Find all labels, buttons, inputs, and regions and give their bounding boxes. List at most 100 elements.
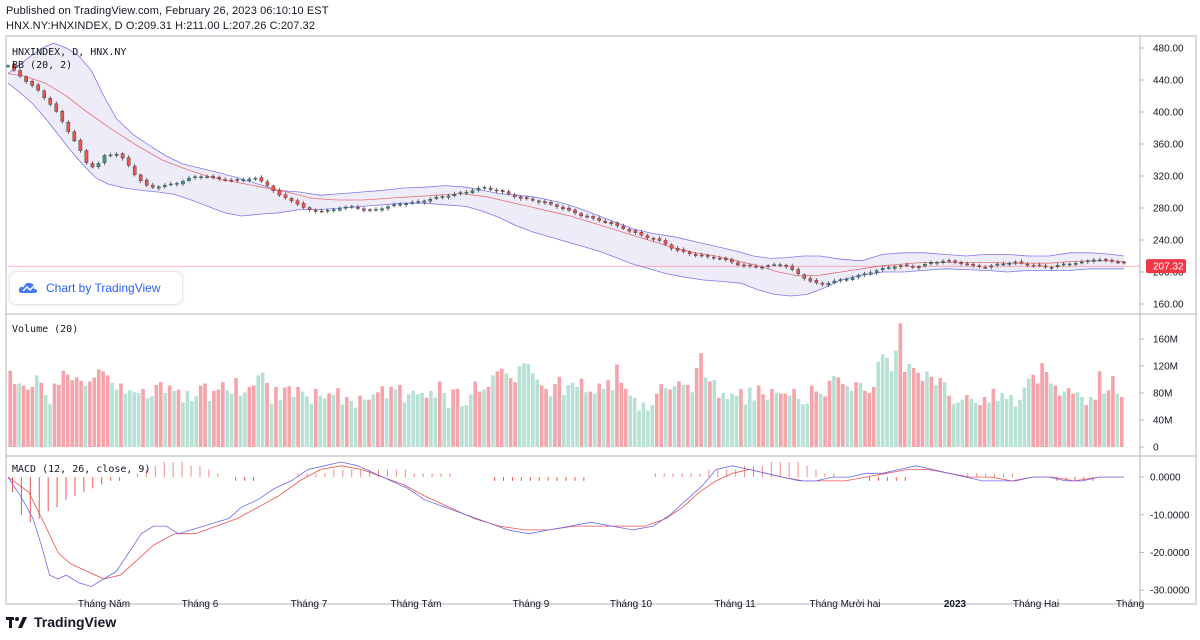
candle	[657, 236, 662, 243]
volume-bar	[699, 353, 703, 447]
candle-body	[844, 279, 849, 281]
volume-bar	[522, 363, 526, 447]
volume-bar	[823, 396, 827, 447]
volume-bar	[424, 397, 429, 447]
volume-bar	[517, 365, 522, 447]
volume-bar	[282, 387, 287, 447]
volume-bar	[145, 398, 150, 447]
volume-bar	[730, 393, 734, 447]
candle	[814, 278, 819, 285]
candle-body	[651, 237, 656, 240]
candle-body	[1110, 259, 1114, 262]
candle	[561, 204, 565, 211]
tradingview-watermark[interactable]: Chart by TradingView	[10, 272, 182, 304]
candle-body	[90, 163, 95, 168]
candle-body	[368, 209, 372, 211]
volume-bar	[1040, 363, 1044, 447]
candle-body	[681, 249, 686, 252]
volume-bar	[623, 388, 628, 447]
volume-bar	[894, 350, 898, 447]
candle-body	[416, 201, 421, 203]
volume-bar	[482, 389, 486, 447]
candle	[808, 276, 813, 283]
volume-bar	[167, 385, 172, 447]
candle-body	[199, 176, 203, 178]
candle-body	[905, 264, 909, 267]
volume-bar	[739, 388, 743, 447]
candle	[30, 79, 34, 88]
volume-bar	[765, 399, 770, 447]
volume-bar	[1106, 390, 1111, 447]
footer-brand[interactable]: TradingView	[6, 614, 116, 630]
volume-bar	[632, 397, 637, 447]
candle	[699, 252, 704, 258]
candle-body	[615, 222, 620, 226]
volume-bar	[446, 407, 451, 447]
volume-bar	[367, 399, 371, 447]
candle-body	[1116, 261, 1120, 264]
volume-bar	[88, 381, 92, 447]
candle	[24, 75, 28, 84]
volume-bar	[477, 391, 482, 447]
candle-body	[1037, 264, 1042, 267]
volume-tick-label: 40M	[1153, 415, 1172, 426]
candle-body	[742, 264, 746, 267]
volume-bar	[1031, 374, 1036, 447]
volume-tick-label: 80M	[1153, 388, 1172, 399]
candle-body	[440, 196, 445, 198]
candle-body	[531, 198, 535, 201]
candle-body	[344, 206, 348, 209]
candle	[1086, 259, 1090, 265]
candle-body	[48, 98, 53, 105]
candle-body	[494, 189, 499, 192]
candle-body	[838, 279, 843, 281]
candle	[428, 197, 433, 204]
volume-bar	[398, 384, 402, 447]
volume-bar	[942, 382, 947, 447]
candle-body	[573, 209, 577, 214]
candle-body	[1122, 261, 1126, 264]
candle-body	[482, 187, 487, 189]
candle	[187, 175, 191, 183]
macd-legend: MACD (12, 26, close, 9)	[12, 463, 150, 476]
candle	[193, 175, 197, 180]
candle-body	[1092, 259, 1096, 262]
candle-body	[736, 262, 740, 266]
candle-body	[543, 201, 547, 204]
volume-pane: 0 40M 80M 120M 160M	[8, 323, 1178, 454]
candle	[1073, 261, 1078, 267]
candle	[772, 262, 776, 267]
candle	[90, 161, 95, 169]
candle-body	[959, 262, 963, 265]
candle-body	[663, 240, 668, 245]
candle	[223, 177, 227, 182]
volume-bar	[331, 394, 336, 447]
candle	[1001, 261, 1006, 266]
candle-body	[187, 177, 191, 181]
volume-bar	[1049, 383, 1053, 447]
volume-bar	[845, 386, 850, 447]
candle	[1049, 265, 1054, 271]
candle	[138, 173, 143, 184]
candle	[452, 191, 457, 198]
candle	[500, 188, 505, 195]
time-tick-label: Tháng 9	[513, 599, 550, 610]
candle-body	[205, 176, 209, 179]
volume-bar	[504, 373, 509, 447]
volume-bar	[969, 399, 974, 447]
volume-bar	[1044, 372, 1049, 447]
candle	[464, 190, 469, 196]
volume-bar	[530, 373, 535, 447]
time-tick-label: Tháng 6	[182, 599, 219, 610]
candle	[344, 205, 348, 211]
volume-bar	[499, 368, 504, 447]
candle	[1061, 261, 1066, 267]
volume-bar	[1035, 383, 1040, 447]
candle-body	[247, 178, 252, 181]
volume-bar	[601, 388, 606, 447]
macd-tick-label: 0.0000	[1150, 473, 1181, 484]
volume-bar	[840, 384, 845, 447]
candle-body	[555, 204, 559, 207]
volume-bar	[668, 389, 672, 447]
